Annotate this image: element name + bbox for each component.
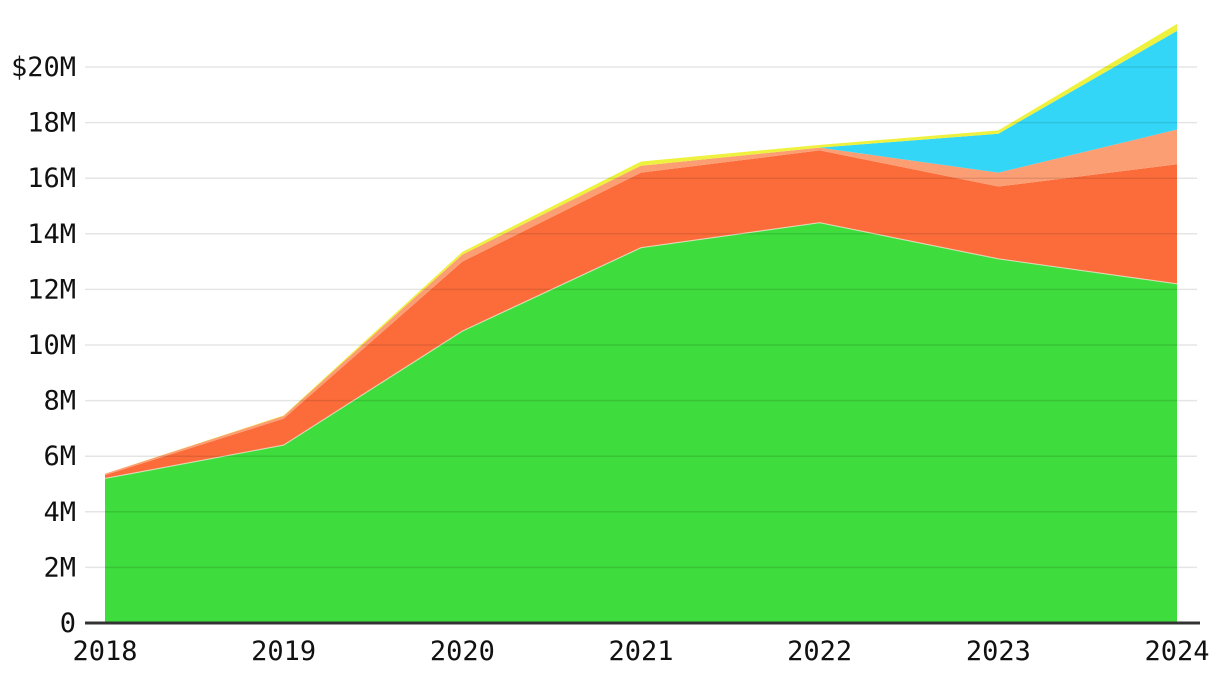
x-tick-label-2024: 2024 xyxy=(1144,636,1209,667)
area-orange xyxy=(105,150,1177,479)
y-tick-label-8: 8M xyxy=(43,386,76,417)
y-tick-label-0: 0 xyxy=(60,608,76,639)
y-tick-label-6: 6M xyxy=(43,441,76,472)
area-green xyxy=(105,222,1177,623)
area-cyan xyxy=(105,30,1177,474)
y-tick-label-12: 12M xyxy=(27,274,76,305)
y-tick-label-16: 16M xyxy=(27,163,76,194)
x-tick-label-2022: 2022 xyxy=(787,636,852,667)
boundary-green-top xyxy=(104,222,1178,480)
x-tick-label-2020: 2020 xyxy=(430,636,495,667)
area-salmon xyxy=(105,129,1177,476)
y-tick-label-4: 4M xyxy=(43,497,76,528)
x-tick-label-2019: 2019 xyxy=(251,636,316,667)
y-tick-label-10: 10M xyxy=(27,330,76,361)
x-tick-label-2018: 2018 xyxy=(72,636,137,667)
y-tick-label-20: $20M xyxy=(11,52,76,83)
x-tick-label-2023: 2023 xyxy=(966,636,1031,667)
y-tick-label-18: 18M xyxy=(27,108,76,139)
x-tick-label-2021: 2021 xyxy=(608,636,673,667)
y-tick-label-14: 14M xyxy=(27,219,76,250)
y-tick-label-2: 2M xyxy=(43,552,76,583)
